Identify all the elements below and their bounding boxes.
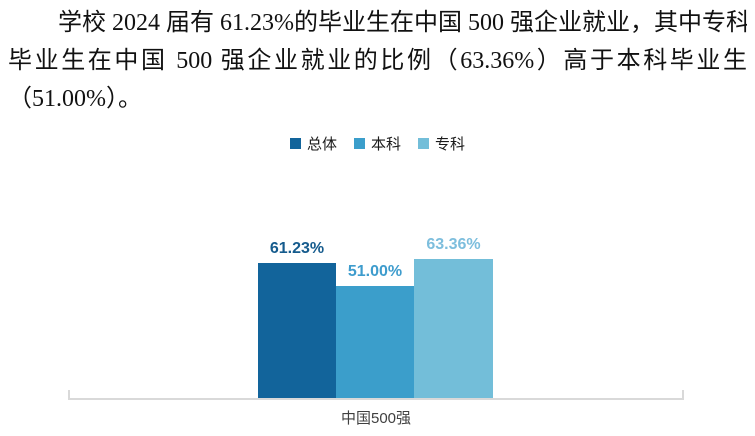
legend-swatch-associate	[418, 138, 429, 149]
legend-item-overall: 总体	[289, 133, 337, 154]
chart-legend: 总体 本科 专科	[0, 133, 755, 154]
x-axis-category-label: 中国500强	[340, 410, 412, 427]
data-label-overall: 61.23%	[269, 240, 325, 257]
x-axis-end-tick-left	[68, 390, 70, 399]
summary-paragraph: 学校 2024 届有 61.23%的毕业生在中国 500 强企业就业，其中专科 …	[8, 4, 747, 118]
legend-label-associate: 专科	[435, 137, 466, 153]
data-label-associate: 63.36%	[426, 236, 481, 253]
paragraph-line-3: （51.00%）。	[8, 86, 142, 112]
legend-label-overall: 总体	[306, 137, 337, 153]
x-axis-line	[68, 398, 684, 400]
legend-item-associate: 专科	[418, 133, 465, 154]
legend-item-bachelor: 本科	[353, 133, 401, 154]
bar-bachelor	[336, 286, 414, 398]
bar-chart: 61.23% 51.00% 63.36%	[258, 236, 493, 398]
bar-associate	[414, 259, 493, 398]
paragraph-line-1: 学校 2024 届有 61.23%的毕业生在中国 500 强企业就业，其中专科	[58, 10, 747, 36]
legend-label-bachelor: 本科	[370, 137, 401, 153]
paragraph-line-2: 毕业生在中国 500 强企业就业的比例（63.36%）高于本科毕业生	[8, 48, 747, 74]
legend-swatch-bachelor	[353, 138, 365, 149]
legend-swatch-overall	[289, 138, 301, 149]
x-axis-end-tick-right	[682, 390, 684, 399]
bar-overall	[258, 263, 336, 398]
data-label-bachelor: 51.00%	[347, 263, 403, 280]
